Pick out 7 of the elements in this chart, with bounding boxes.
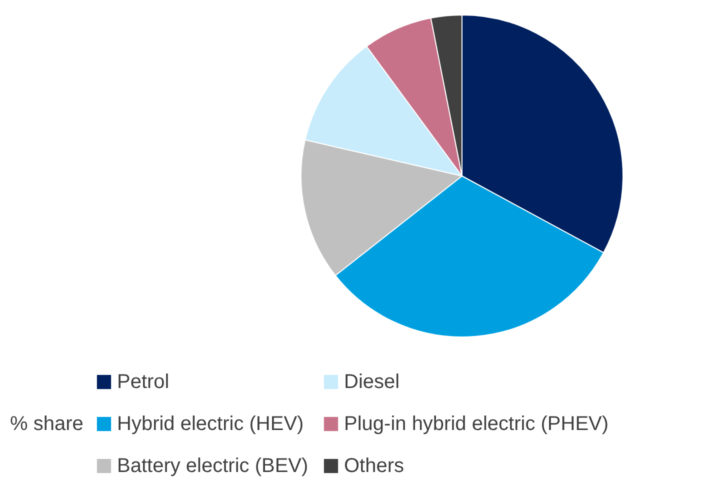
legend-label: Diesel — [344, 371, 400, 393]
legend-label: Others — [344, 455, 404, 477]
legend-label: Petrol — [117, 371, 170, 393]
legend-title: % share — [10, 413, 84, 435]
legend-label: Hybrid electric (HEV) — [117, 413, 304, 435]
legend-label: Plug-in hybrid electric (PHEV) — [344, 413, 609, 435]
legend-label: Battery electric (BEV) — [117, 455, 308, 477]
